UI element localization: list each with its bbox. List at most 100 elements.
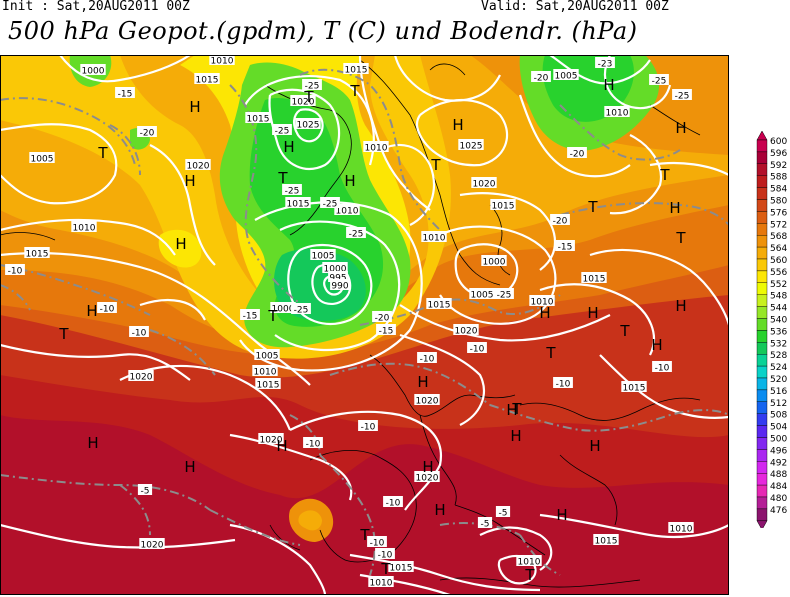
pressure-label: 995 [329, 274, 346, 284]
high-marker: H [669, 199, 680, 217]
temperature-label-box [417, 352, 437, 363]
low-marker: T [545, 344, 556, 362]
legend-swatch [756, 413, 768, 426]
low-marker: T [58, 325, 69, 343]
temperature-label: -10 [655, 364, 670, 374]
high-marker: H [589, 437, 600, 455]
legend-value: 528 [770, 351, 787, 361]
legend-swatch [756, 401, 768, 414]
legend-value: 516 [770, 387, 787, 397]
pressure-label-box [270, 302, 296, 313]
pressure-label-box [426, 298, 452, 309]
legend-swatch [756, 199, 768, 212]
pressure-label-box [285, 197, 311, 208]
legend-swatch [756, 342, 768, 355]
pressure-label: 1020 [473, 180, 496, 190]
temperature-label-box [303, 437, 323, 448]
legend-value: 568 [770, 232, 787, 242]
temperature-label-box [567, 147, 587, 158]
temperature-label: -25 [305, 82, 320, 92]
high-marker: H [184, 172, 195, 190]
temperature-label: -10 [100, 305, 115, 315]
pressure-label-box [255, 378, 281, 389]
pressure-label-box [24, 247, 50, 258]
temperature-label: -20 [570, 150, 585, 160]
pressure-label: 1005 [312, 252, 335, 262]
temperature-label-box [467, 342, 487, 353]
temperature-label-box [137, 484, 153, 495]
pressure-label: 1015 [595, 537, 618, 547]
temperature-label: -25 [675, 92, 690, 102]
pressure-label: 1010 [423, 234, 446, 244]
temperature-label-box [477, 517, 493, 528]
pressure-label: 1000 [483, 258, 506, 268]
temperature-label-box [550, 214, 570, 225]
map-frame [0, 55, 729, 595]
temperature-label-box [649, 74, 669, 85]
pressure-label: 1020 [455, 327, 478, 337]
legend-value: 480 [770, 494, 787, 504]
high-marker: H [189, 98, 200, 116]
pressure-label-box [368, 576, 394, 587]
legend-swatch [756, 294, 768, 307]
legend-arrow-up [756, 130, 768, 141]
iberia-blob-core [298, 510, 322, 531]
pressure-label-box [80, 64, 106, 75]
pressure-label-box [529, 295, 555, 306]
pressure-label-box [334, 204, 360, 215]
pressure-label: 1020 [260, 436, 283, 446]
temperature-label: -5 [499, 509, 508, 519]
pressure-label-box [71, 221, 97, 232]
legend-value: 564 [770, 244, 787, 254]
pressure-labels: 1000 1015 1010 1020 1025 1015 1015 1010 1005 1020… [24, 55, 694, 589]
high-marker: H [452, 116, 463, 134]
legend-swatch [756, 151, 768, 164]
temperature-label: -10 [420, 355, 435, 365]
temperature-label: -10 [306, 440, 321, 450]
pressure-label: 1015 [583, 275, 606, 285]
low-marker: T [524, 566, 535, 584]
pressure-label: 1015 [26, 250, 49, 260]
high-marker: H [675, 297, 686, 315]
pressure-label: 1010 [254, 368, 277, 378]
legend-value: 588 [770, 173, 787, 183]
legend-value: 576 [770, 208, 787, 218]
temperature-label: -10 [370, 539, 385, 549]
legend-value: 544 [770, 304, 787, 314]
legend-value: 556 [770, 268, 787, 278]
legend-swatch [756, 496, 768, 510]
pressure-label: 1010 [531, 298, 554, 308]
high-marker: H [86, 302, 97, 320]
pressure-label: 1015 [287, 200, 310, 210]
pressure-label-box [414, 471, 440, 482]
pressure-label-box [388, 561, 414, 572]
pressure-label-box [128, 370, 154, 381]
pressure-label: 1015 [492, 202, 515, 212]
pressure-label-box [621, 381, 647, 392]
temperature-label-box [346, 227, 366, 238]
high-marker: H [539, 304, 550, 322]
legend-swatch [756, 508, 768, 521]
pressure-label: 1000 [324, 265, 347, 275]
high-marker: H [506, 401, 517, 419]
pressure-label-box [290, 95, 316, 106]
legend-swatch [756, 484, 768, 498]
legend-swatch [756, 306, 768, 319]
pressure-label: 1010 [670, 525, 693, 535]
temperature-label-box [272, 124, 292, 135]
high-marker: H [87, 434, 98, 452]
legend-swatch [756, 258, 768, 272]
temperature-label: -20 [534, 74, 549, 84]
pressure-label: 1010 [73, 224, 96, 234]
pressure-label: 1020 [141, 541, 164, 551]
temperature-label: -5 [481, 520, 490, 530]
pressure-label: 1015 [390, 564, 413, 574]
legend-value: 500 [770, 435, 787, 445]
pressure-label: 1010 [606, 109, 629, 119]
legend-swatch [756, 353, 768, 367]
pressure-label: 1020 [416, 474, 439, 484]
legend-value: 524 [770, 363, 787, 373]
legend-value: 540 [770, 316, 787, 326]
temperature-label: -5 [141, 487, 150, 497]
temperature-label-box [652, 361, 672, 372]
